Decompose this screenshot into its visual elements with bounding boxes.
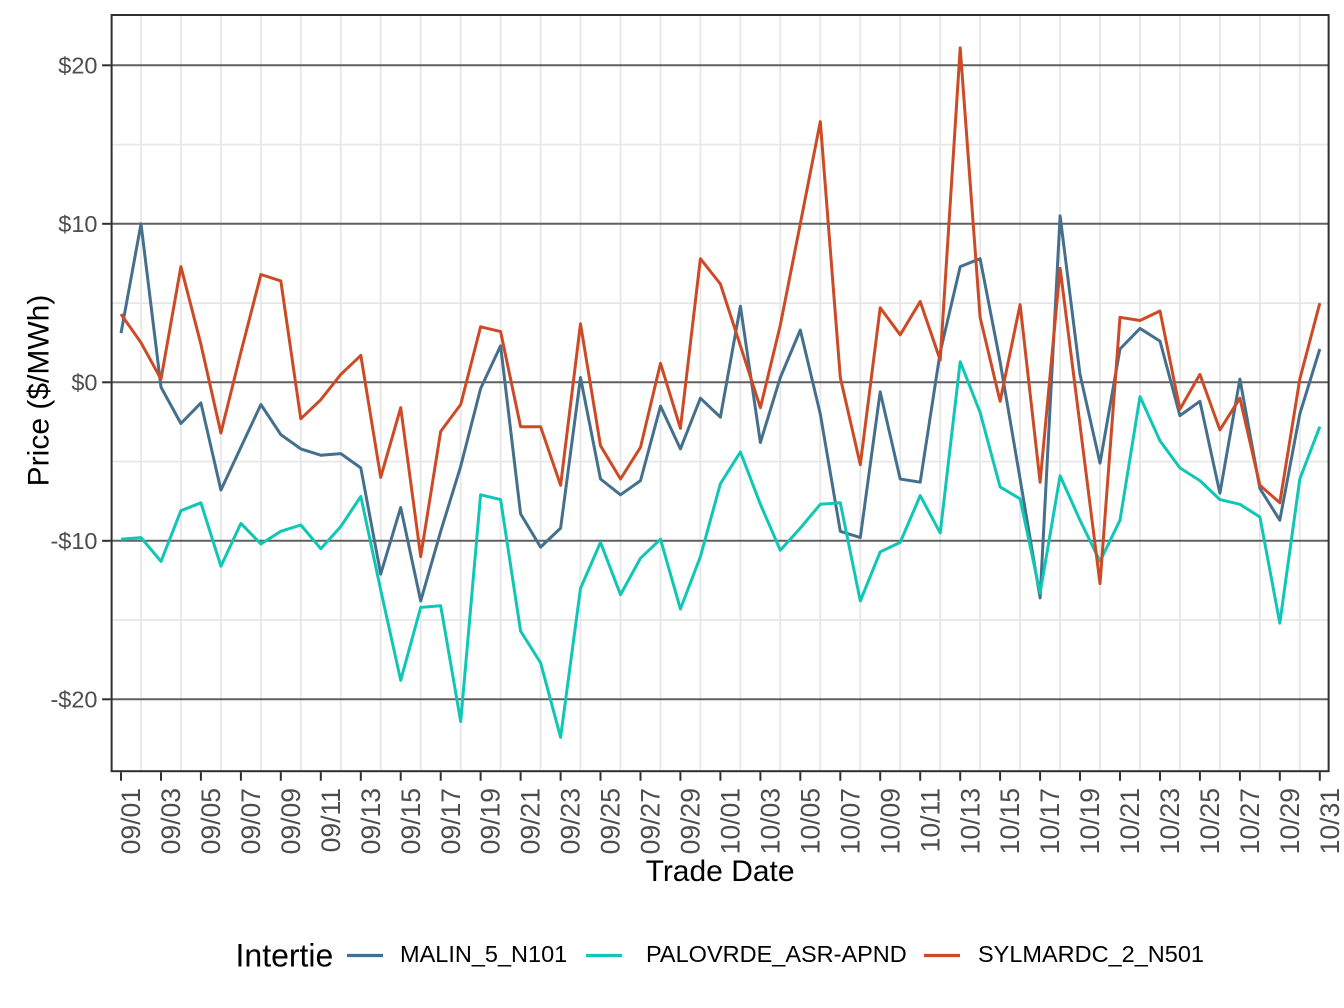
svg-text:09/07: 09/07 — [236, 788, 266, 854]
svg-text:10/13: 10/13 — [955, 788, 985, 854]
svg-text:10/11: 10/11 — [915, 788, 945, 852]
svg-text:10/15: 10/15 — [995, 788, 1025, 854]
svg-text:10/07: 10/07 — [835, 788, 865, 854]
svg-text:09/09: 09/09 — [276, 788, 306, 854]
svg-text:$10: $10 — [58, 211, 97, 237]
svg-text:09/17: 09/17 — [436, 788, 466, 854]
svg-text:Intertie: Intertie — [236, 938, 334, 974]
svg-text:10/01: 10/01 — [716, 788, 746, 854]
svg-text:10/03: 10/03 — [756, 788, 786, 854]
svg-text:09/05: 09/05 — [196, 788, 226, 854]
svg-text:-$20: -$20 — [50, 686, 97, 712]
svg-text:$0: $0 — [71, 369, 97, 395]
svg-text:10/31: 10/31 — [1315, 788, 1344, 854]
svg-text:SYLMARDC_2_N501: SYLMARDC_2_N501 — [978, 941, 1204, 967]
svg-text:10/09: 10/09 — [875, 788, 905, 854]
svg-text:09/13: 09/13 — [356, 788, 386, 854]
svg-text:$20: $20 — [58, 52, 97, 78]
svg-text:10/05: 10/05 — [795, 788, 825, 854]
svg-text:09/19: 09/19 — [476, 788, 506, 854]
svg-text:09/27: 09/27 — [636, 788, 666, 854]
svg-text:10/21: 10/21 — [1115, 788, 1145, 854]
svg-text:MALIN_5_N101: MALIN_5_N101 — [400, 941, 567, 967]
svg-text:Trade Date: Trade Date — [646, 855, 795, 888]
svg-text:09/15: 09/15 — [396, 788, 426, 854]
svg-text:09/25: 09/25 — [596, 788, 626, 854]
svg-text:09/01: 09/01 — [116, 788, 146, 854]
svg-text:10/25: 10/25 — [1195, 788, 1225, 854]
svg-text:10/27: 10/27 — [1235, 788, 1265, 854]
svg-text:09/29: 09/29 — [676, 788, 706, 854]
svg-text:09/21: 09/21 — [516, 788, 546, 854]
svg-text:10/17: 10/17 — [1035, 788, 1065, 854]
svg-text:-$10: -$10 — [50, 528, 97, 554]
svg-text:Price ($/MWh): Price ($/MWh) — [23, 295, 56, 487]
svg-text:10/23: 10/23 — [1155, 788, 1185, 854]
svg-text:09/11: 09/11 — [316, 788, 346, 852]
svg-text:PALOVRDE_ASR-APND: PALOVRDE_ASR-APND — [646, 941, 907, 967]
svg-text:10/19: 10/19 — [1075, 788, 1105, 854]
svg-text:10/29: 10/29 — [1275, 788, 1305, 854]
svg-text:09/03: 09/03 — [156, 788, 186, 854]
svg-text:09/23: 09/23 — [556, 788, 586, 854]
